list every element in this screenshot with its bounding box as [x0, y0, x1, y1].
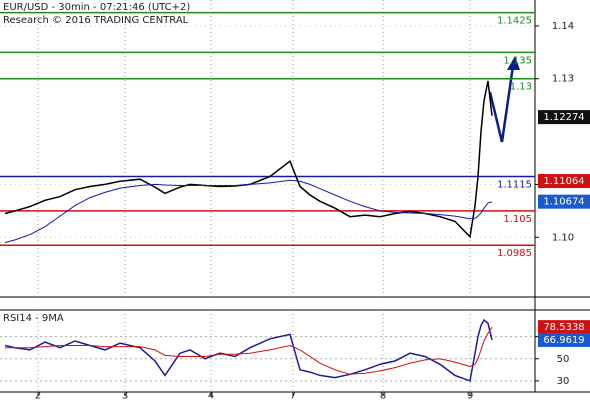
price-label-box — [538, 110, 590, 125]
price-label: 66.9619 — [543, 335, 584, 346]
y-tick-label: 1.10 — [552, 232, 574, 243]
y-tick-label: 50 — [557, 354, 570, 365]
chart-title: EUR/USD - 30min - 07:21:46 (UTC+2) — [3, 2, 190, 13]
price-label: 78.5338 — [543, 322, 584, 333]
price-label-box — [538, 320, 590, 335]
series-line — [4, 80, 493, 239]
level-label: 1.0985 — [497, 248, 532, 259]
forecast-arrow — [488, 65, 515, 143]
level-label: 1.1425 — [497, 16, 532, 27]
x-tick-label: 3 — [122, 391, 128, 400]
arrow-head — [507, 56, 520, 70]
series-line — [4, 179, 493, 244]
price-label: 1.10674 — [543, 197, 584, 208]
price-label-box — [538, 194, 590, 209]
x-tick-label: 7 — [290, 391, 296, 400]
x-tick-label: 8 — [380, 391, 386, 400]
level-label: 1.135 — [503, 55, 532, 66]
x-tick-label: 2 — [35, 391, 41, 400]
panel-title: RSI14 - 9MA — [3, 313, 64, 324]
series-line — [4, 318, 493, 382]
price-label: 1.12274 — [543, 112, 584, 123]
y-tick-label: 1.13 — [552, 74, 574, 85]
level-label: 1.1115 — [497, 180, 532, 191]
level-label: 1.105 — [503, 214, 532, 225]
price-label: 1.11064 — [543, 176, 584, 187]
y-tick-label: 1.14 — [552, 21, 574, 32]
level-label: 1.13 — [510, 82, 532, 93]
x-tick-label: 9 — [467, 391, 473, 400]
x-tick-label: 4 — [208, 391, 214, 400]
chart-subtitle: Research © 2016 TRADING CENTRAL — [3, 15, 189, 26]
y-tick-label: 30 — [557, 376, 570, 387]
price-label-box — [538, 174, 590, 189]
price-label-box — [538, 332, 590, 347]
series-line — [5, 326, 493, 375]
